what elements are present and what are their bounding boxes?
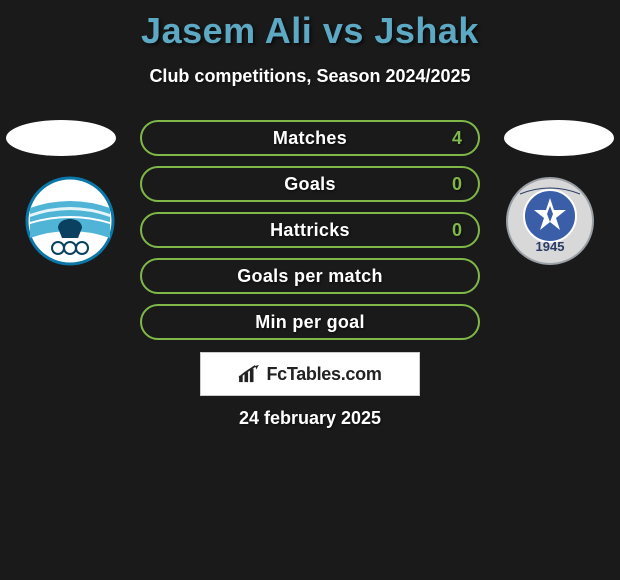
stat-row-matches: Matches 4 xyxy=(140,120,480,156)
source-brand-text: FcTables.com xyxy=(266,364,381,385)
club-right-icon: 1945 xyxy=(500,176,600,266)
page-subtitle: Club competitions, Season 2024/2025 xyxy=(0,66,620,87)
stats-container: Matches 4 Goals 0 Hattricks 0 Goals per … xyxy=(140,120,480,350)
club-badge-left xyxy=(20,176,120,266)
player-avatar-right-placeholder xyxy=(504,120,614,156)
stat-label: Goals xyxy=(284,174,336,195)
stat-row-hattricks: Hattricks 0 xyxy=(140,212,480,248)
footer-date: 24 february 2025 xyxy=(0,408,620,429)
source-badge[interactable]: FcTables.com xyxy=(200,352,420,396)
stat-value: 4 xyxy=(452,128,462,149)
club-badge-right: 1945 xyxy=(500,176,600,266)
stat-label: Min per goal xyxy=(255,312,365,333)
page-title: Jasem Ali vs Jshak xyxy=(0,0,620,52)
stat-value: 0 xyxy=(452,220,462,241)
player-avatar-left-placeholder xyxy=(6,120,116,156)
stat-row-min-per-goal: Min per goal xyxy=(140,304,480,340)
stat-label: Matches xyxy=(273,128,347,149)
club-left-icon xyxy=(20,176,120,266)
club-right-year: 1945 xyxy=(536,239,565,254)
stat-value: 0 xyxy=(452,174,462,195)
stat-row-goals: Goals 0 xyxy=(140,166,480,202)
stat-label: Hattricks xyxy=(270,220,350,241)
bar-chart-icon xyxy=(238,365,260,383)
stat-label: Goals per match xyxy=(237,266,383,287)
stat-row-goals-per-match: Goals per match xyxy=(140,258,480,294)
